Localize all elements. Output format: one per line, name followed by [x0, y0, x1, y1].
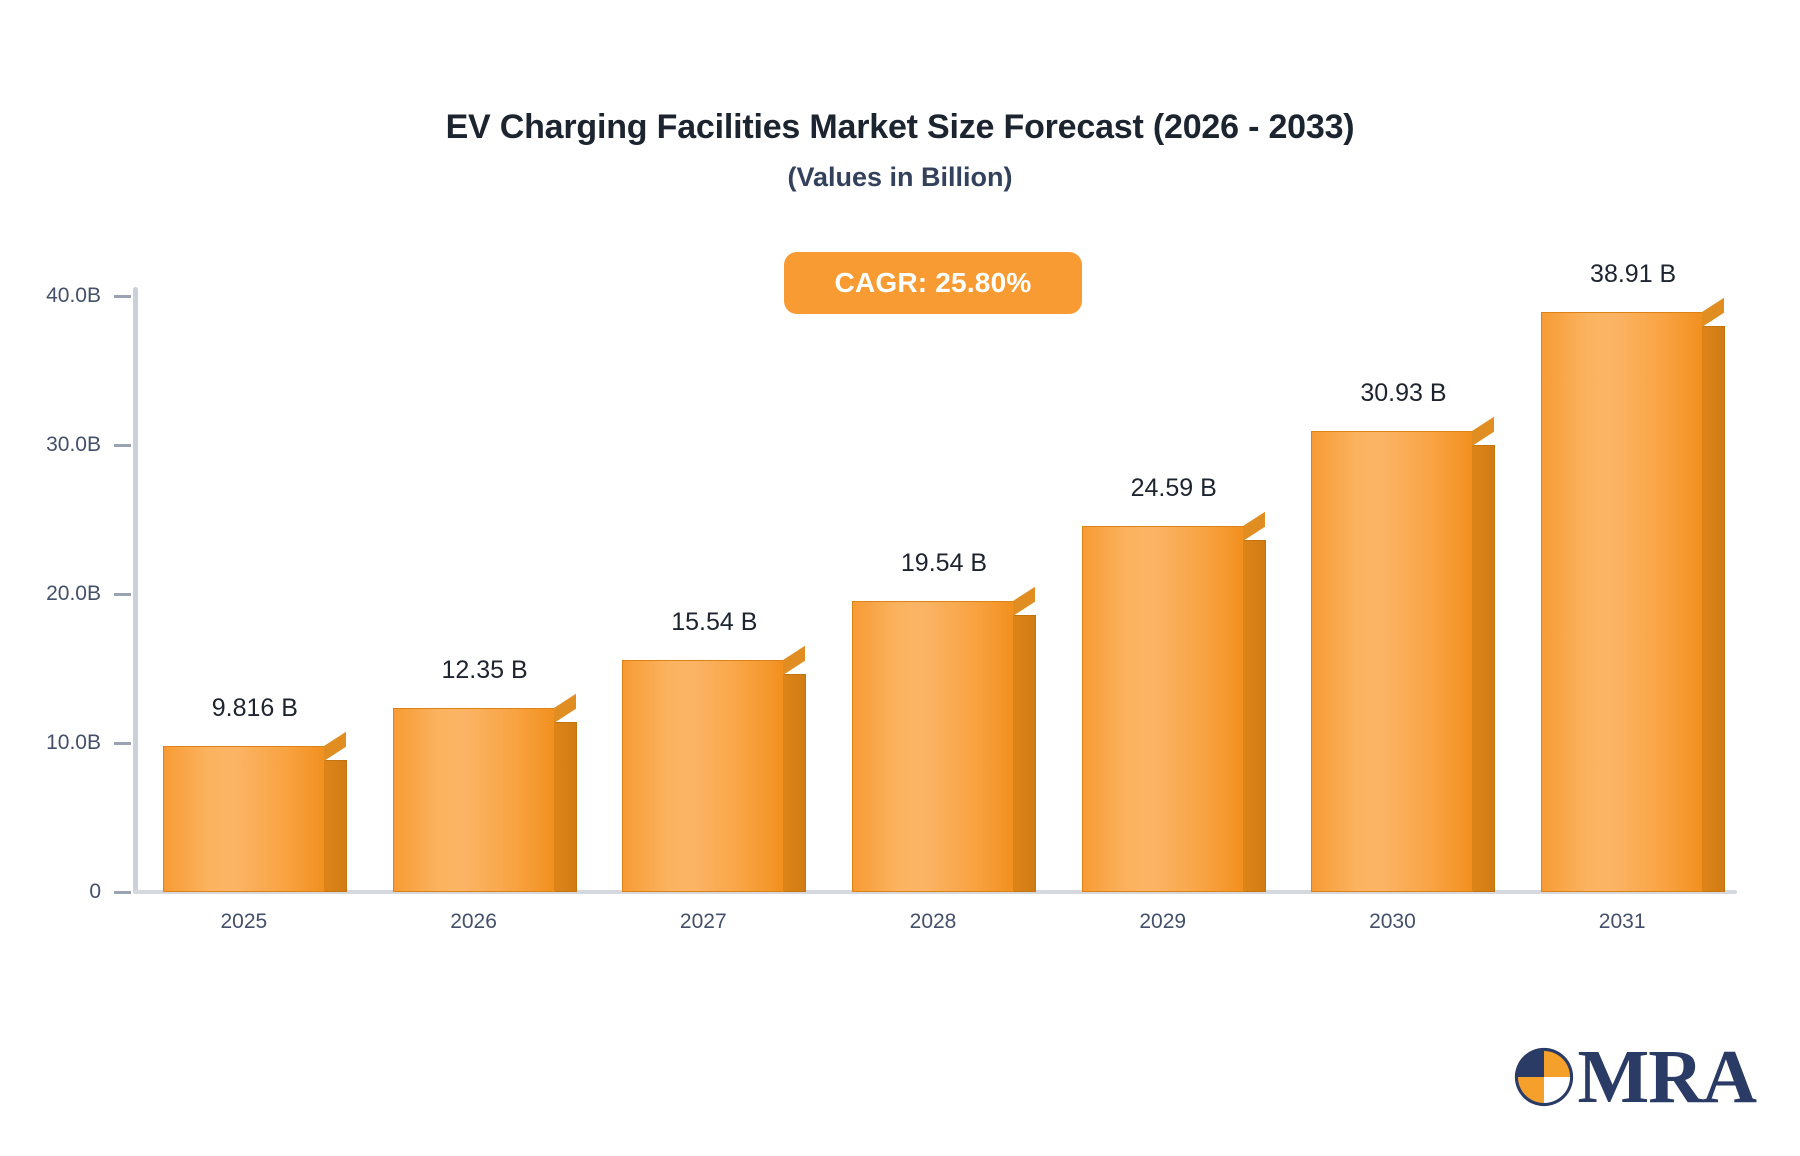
bar[interactable] [1541, 297, 1726, 892]
bar-top-face [783, 646, 806, 676]
y-axis-tick: 0 [0, 881, 133, 903]
y-axis-tick-label: 10.0B [46, 731, 101, 754]
y-axis-tick: 20.0B [0, 583, 133, 605]
y-axis-line [133, 287, 138, 894]
bar-value-label: 19.54 B [900, 548, 988, 577]
cagr-badge-label: CAGR: 25.80% [834, 267, 1032, 298]
y-axis-tick-dash [114, 742, 131, 745]
bar-side-face [554, 722, 577, 892]
x-axis-tick-label: 2027 [679, 910, 727, 933]
y-axis-tick: 40.0B [0, 285, 133, 307]
bar-front-face [1081, 525, 1244, 892]
bar[interactable] [852, 586, 1036, 892]
bar[interactable] [622, 646, 807, 892]
y-axis-tick-dash [114, 295, 131, 298]
bar[interactable] [392, 693, 577, 892]
bar-side-face [324, 759, 347, 892]
x-axis-line [133, 890, 1737, 894]
bar[interactable] [162, 731, 347, 892]
bar-front-face [622, 660, 785, 892]
bar-value-label: 12.35 B [441, 655, 528, 684]
chart-title: EV Charging Facilities Market Size Forec… [445, 108, 1355, 146]
bar-side-face [1703, 326, 1726, 892]
bar-value-label: 30.93 B [1360, 379, 1447, 408]
bar-top-face [323, 731, 346, 761]
bar-front-face [1541, 312, 1704, 892]
x-axis-tick-label: 2029 [1139, 910, 1187, 933]
y-axis-tick: 10.0B [0, 732, 133, 754]
bar-top-face [553, 693, 576, 723]
bar-front-face [852, 600, 1014, 892]
bar-top-face [1472, 416, 1495, 447]
bar-top-face [1702, 297, 1725, 328]
bar-front-face [162, 745, 325, 892]
bar-value-label: 24.59 B [1130, 473, 1217, 502]
bar-value-label: 9.816 B [211, 693, 298, 722]
y-axis-tick-dash [114, 444, 131, 447]
x-axis-tick-label: 2030 [1369, 910, 1416, 933]
y-axis-tick-label: 20.0B [46, 582, 101, 605]
bar-top-face [1242, 511, 1265, 541]
bar-top-face [1013, 586, 1035, 616]
y-axis-tick: 30.0B [0, 434, 133, 456]
y-axis-tick-label: 40.0B [46, 284, 101, 307]
bar[interactable] [1081, 511, 1266, 892]
y-axis-tick-dash [114, 593, 131, 596]
mra-logo: MRA [1513, 1034, 1757, 1120]
x-axis-tick-label: 2028 [909, 910, 957, 933]
chart-subtitle: (Values in Billion) [787, 162, 1013, 193]
x-axis-tick-label: 2025 [220, 910, 268, 933]
bar-side-face [784, 674, 807, 892]
bar-side-face [1014, 614, 1036, 892]
bar-side-face [1243, 539, 1266, 892]
y-axis-tick-label: 30.0B [46, 433, 101, 456]
mra-logo-text: MRA [1577, 1035, 1757, 1119]
bar[interactable] [1311, 416, 1496, 892]
y-axis-tick-label: 0 [89, 880, 101, 903]
mra-pie-mark-icon [1515, 1047, 1574, 1107]
y-axis-tick-dash [114, 891, 131, 894]
bar-value-label: 15.54 B [671, 608, 758, 637]
x-axis-tick-label: 2031 [1598, 910, 1646, 933]
chart-header: EV Charging Facilities Market Size Forec… [0, 0, 1800, 192]
x-axis-tick-label: 2026 [450, 910, 497, 933]
cagr-badge: CAGR: 25.80% [784, 252, 1082, 314]
bar-front-face [392, 708, 555, 892]
bar-side-face [1473, 445, 1496, 892]
bar-front-face [1311, 431, 1474, 892]
bar-value-label: 38.91 B [1590, 260, 1677, 289]
